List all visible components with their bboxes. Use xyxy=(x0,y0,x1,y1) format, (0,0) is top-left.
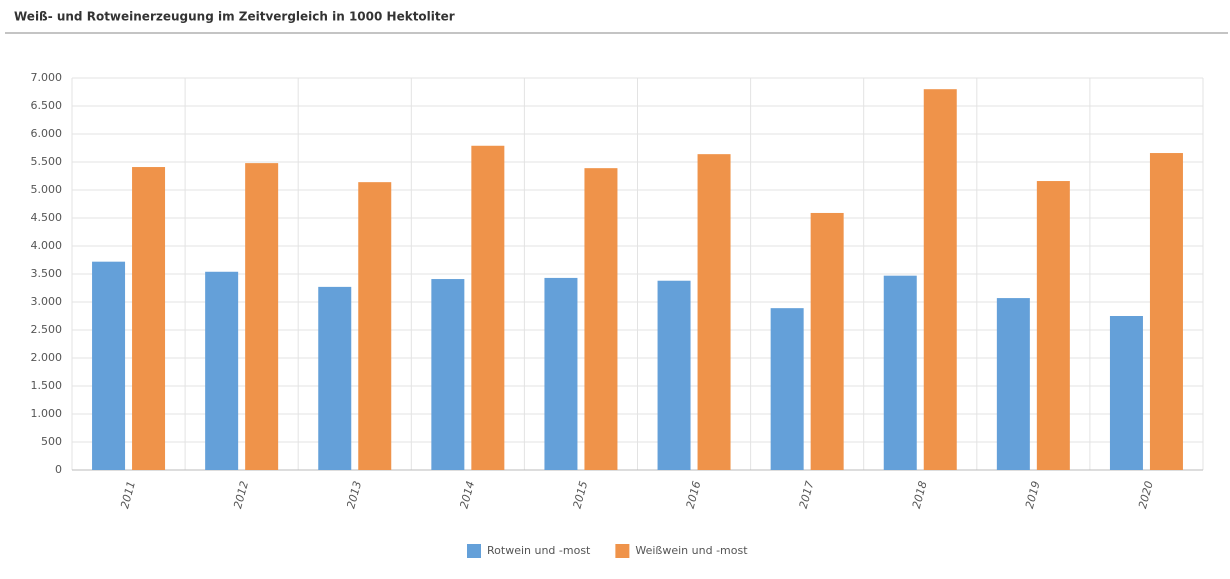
bar xyxy=(883,275,917,470)
y-tick-label: 6.500 xyxy=(31,99,63,112)
bar xyxy=(584,168,618,470)
y-tick-label: 2.000 xyxy=(31,351,63,364)
x-tick-label: 2015 xyxy=(571,480,591,510)
y-tick-label: 1.500 xyxy=(31,379,63,392)
x-tick-label: 2012 xyxy=(231,480,251,510)
x-tick-label: 2017 xyxy=(797,480,817,510)
bar xyxy=(544,277,578,470)
y-tick-label: 6.000 xyxy=(31,127,63,140)
x-tick-label: 2019 xyxy=(1023,480,1043,510)
bar xyxy=(431,279,465,470)
bar xyxy=(923,89,957,470)
y-tick-label: 7.000 xyxy=(31,71,63,84)
legend-label: Rotwein und -most xyxy=(487,544,591,557)
bar xyxy=(205,271,239,470)
bar xyxy=(1109,316,1143,470)
bar xyxy=(810,212,844,470)
x-tick-label: 2014 xyxy=(457,480,477,510)
y-tick-label: 3.000 xyxy=(31,295,63,308)
x-tick-label: 2020 xyxy=(1136,480,1156,510)
y-tick-label: 5.000 xyxy=(31,183,63,196)
x-tick-label: 2016 xyxy=(684,480,704,510)
y-tick-label: 1.000 xyxy=(31,407,63,420)
bar xyxy=(1149,153,1183,471)
legend-label: Weißwein und -most xyxy=(635,544,748,557)
y-tick-label: 4.500 xyxy=(31,211,63,224)
bar xyxy=(657,280,691,470)
y-tick-label: 2.500 xyxy=(31,323,63,336)
x-tick-label: 2013 xyxy=(344,480,364,510)
bar xyxy=(132,167,166,471)
x-tick-label: 2011 xyxy=(118,480,138,510)
bar xyxy=(358,182,392,470)
y-tick-label: 500 xyxy=(41,435,62,448)
bar xyxy=(471,145,505,470)
bar xyxy=(697,154,731,470)
bar xyxy=(245,163,279,470)
bar xyxy=(1036,181,1070,471)
x-tick-label: 2018 xyxy=(910,480,930,510)
legend-swatch xyxy=(467,544,481,558)
bar xyxy=(318,286,352,470)
bar xyxy=(770,308,804,470)
y-tick-label: 4.000 xyxy=(31,239,63,252)
y-tick-label: 3.500 xyxy=(31,267,63,280)
chart-title: Weiß- und Rotweinerzeugung im Zeitvergle… xyxy=(14,10,455,24)
bar xyxy=(996,298,1030,470)
y-tick-label: 0 xyxy=(55,463,62,476)
bar xyxy=(92,261,126,470)
legend-swatch xyxy=(615,544,630,558)
y-tick-label: 5.500 xyxy=(31,155,63,168)
